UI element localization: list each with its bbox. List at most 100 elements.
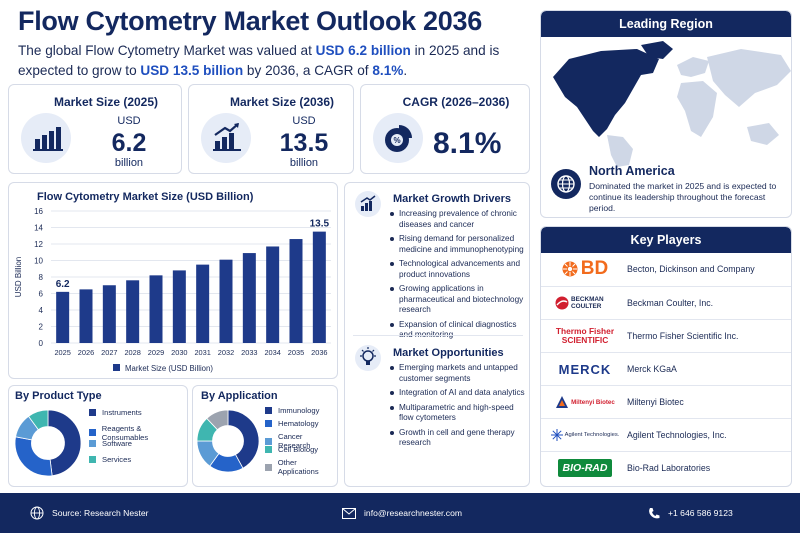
data-label: 6.2 <box>56 279 70 290</box>
africa-shape <box>677 81 717 137</box>
legend-item: Cell Biology <box>265 445 318 454</box>
product-type-donut <box>14 409 82 477</box>
y-tick-label: 16 <box>34 207 43 216</box>
drivers-title: Market Growth Drivers <box>393 193 511 205</box>
legend-swatch <box>89 429 96 436</box>
opportunities-title: Market Opportunities <box>393 347 504 359</box>
mail-icon <box>342 507 356 519</box>
legend-swatch <box>265 463 272 471</box>
player-row: Miltenyi Biotec Miltenyi Biotec <box>541 385 791 417</box>
product-type-card: By Product Type Instruments Reagents & Co… <box>8 385 188 487</box>
legend-item: Services <box>89 455 131 464</box>
player-name: Thermo Fisher Scientific Inc. <box>627 331 739 341</box>
key-players-card: Key Players BD Becton, Dickinson and Com… <box>540 226 792 487</box>
list-item: Increasing prevalence of chronic disease… <box>389 209 525 230</box>
y-tick-label: 6 <box>39 290 44 299</box>
bar <box>312 231 326 343</box>
list-item: Rising demand for personalized medicine … <box>389 234 525 255</box>
y-tick-label: 0 <box>39 339 44 348</box>
bar <box>102 285 116 343</box>
agilent-logo-text: Agilent Technologies. <box>564 432 620 438</box>
player-name: Agilent Technologies, Inc. <box>627 430 727 440</box>
x-tick-label: 2034 <box>264 348 280 357</box>
legend-label: Market Size (USD Billion) <box>125 364 213 373</box>
agilent-spark-icon <box>550 429 563 441</box>
data-label: 13.5 <box>310 219 330 230</box>
footer-email-text[interactable]: info@researchnester.com <box>364 508 463 518</box>
bd-logo-text: BD <box>580 258 609 279</box>
legend-item: Hematology <box>265 419 319 428</box>
x-tick-label: 2028 <box>124 348 140 357</box>
legend-swatch <box>89 440 96 447</box>
lightbulb-icon <box>355 345 381 371</box>
legend-swatch <box>265 407 272 414</box>
legend-label: Immunology <box>278 406 320 415</box>
x-tick-label: 2026 <box>78 348 94 357</box>
list-item: Technological advancements and product i… <box>389 259 525 280</box>
x-tick-label: 2029 <box>148 348 164 357</box>
donut-slice <box>227 409 260 469</box>
kpi-unit: USD <box>117 115 141 127</box>
bar <box>289 239 303 343</box>
phone-icon <box>649 507 660 518</box>
player-name: Miltenyi Biotec <box>627 397 684 407</box>
bar <box>219 259 233 343</box>
legend-item: Instruments <box>89 408 142 417</box>
x-tick-label: 2035 <box>288 348 304 357</box>
miltenyi-logo: Miltenyi Biotec <box>549 386 621 418</box>
miltenyi-logo-text: Miltenyi Biotec <box>571 398 615 406</box>
merck-logo: MERCK <box>549 353 621 385</box>
south-america-shape <box>607 135 633 167</box>
legend-label: Cancer Research <box>277 432 311 450</box>
donut-slice <box>14 436 53 477</box>
player-row: Agilent Technologies. Agilent Technologi… <box>541 418 791 450</box>
drivers-list: Increasing prevalence of chronic disease… <box>389 209 525 345</box>
y-tick-label: 14 <box>34 224 43 233</box>
globe-icon <box>551 169 581 199</box>
legend-swatch <box>89 455 96 463</box>
australia-shape <box>747 123 779 145</box>
bar <box>149 275 163 343</box>
growth-chart-icon <box>201 113 251 163</box>
divider <box>353 335 523 336</box>
pie-percent-icon: % <box>373 113 423 163</box>
page-title: Flow Cytometry Market Outlook 2036 <box>18 6 482 36</box>
region-name: North America <box>589 164 675 178</box>
player-name: Beckman Coulter, Inc. <box>627 298 714 308</box>
growth-chart-icon <box>355 191 381 217</box>
bar <box>126 280 140 343</box>
legend-swatch <box>89 409 96 416</box>
biorad-logo-text: BIO-RAD <box>557 459 613 477</box>
footer: Source: Research Nester info@researchnes… <box>0 493 800 533</box>
footer-source: Source: Research Nester <box>30 493 148 533</box>
footer-phone-text[interactable]: +1 646 586 9123 <box>668 508 733 518</box>
subtitle-text: in 2025 and is expected to grow to <box>18 43 500 78</box>
subtitle-text: . <box>403 63 408 78</box>
legend-label: Reagents & Consumables <box>101 423 149 442</box>
players-header: Key Players <box>541 227 791 253</box>
list-item: Expansion of clinical diagnostics and mo… <box>389 320 525 341</box>
leading-region-card: Leading Region North America Dominated t… <box>540 10 792 218</box>
agilent-logo: Agilent Technologies. <box>549 419 621 451</box>
footer-phone[interactable]: +1 646 586 9123 <box>648 493 733 533</box>
donut-slice <box>47 409 82 477</box>
subtitle-text: by 2036, a CAGR of <box>243 63 373 78</box>
miltenyi-triangle-icon <box>556 396 569 408</box>
bar <box>79 289 93 343</box>
player-row: Thermo Fisher SCIENTIFIC Thermo Fisher S… <box>541 319 791 351</box>
footer-email[interactable]: info@researchnester.com <box>342 493 462 533</box>
market-size-chart-card: Flow Cytometry Market Size (USD Billion)… <box>8 182 338 379</box>
kpi-market-size-2025: Market Size (2025) USD 6.2 billion <box>8 84 182 174</box>
x-tick-label: 2032 <box>218 348 234 357</box>
x-tick-label: 2036 <box>311 348 327 357</box>
bar-chart-icon <box>21 113 71 163</box>
drivers-card: Market Growth Drivers Increasing prevale… <box>344 182 530 487</box>
north-america-shape <box>553 49 659 137</box>
bar <box>266 246 280 343</box>
legend-item: Other Applications <box>265 458 337 476</box>
y-tick-label: 4 <box>39 306 44 315</box>
donut-slice <box>28 409 49 431</box>
beckman-swoosh-icon <box>555 296 569 310</box>
world-map <box>541 37 791 167</box>
kpi-label: Market Size (2025) <box>53 95 159 109</box>
